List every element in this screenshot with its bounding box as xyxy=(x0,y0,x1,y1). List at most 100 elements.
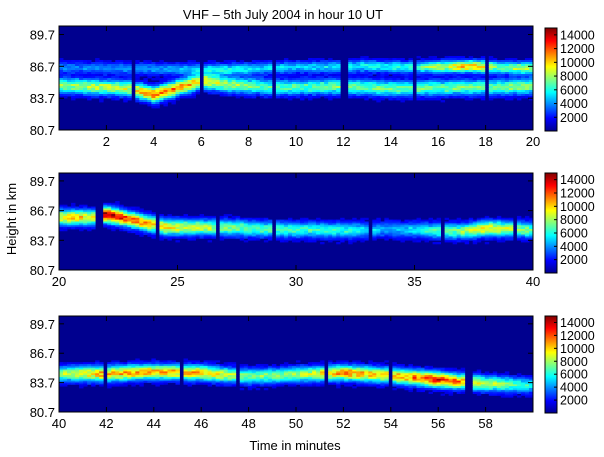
heatmap-cell xyxy=(263,365,269,369)
heatmap-cell xyxy=(436,219,442,222)
heatmap-cell xyxy=(440,82,446,85)
heatmap-cell xyxy=(416,371,421,374)
heatmap-cell xyxy=(243,74,249,77)
heatmap-cell xyxy=(83,221,88,224)
heatmap-cell xyxy=(167,376,172,380)
heatmap-cell xyxy=(183,367,188,370)
heatmap-cell xyxy=(372,68,377,71)
heatmap-cell xyxy=(71,362,76,365)
heatmap-cell xyxy=(400,228,405,232)
heatmap-cell xyxy=(71,68,76,71)
heatmap-cell xyxy=(115,212,120,215)
heatmap-cell xyxy=(95,96,100,99)
heatmap-cell xyxy=(207,375,213,378)
heatmap-cell xyxy=(364,72,369,75)
heatmap-cell xyxy=(75,219,80,222)
heatmap-cell xyxy=(420,232,425,235)
heatmap-cell xyxy=(227,86,233,89)
heatmap-cell xyxy=(300,92,305,95)
heatmap-cell xyxy=(95,376,100,380)
heatmap-cell xyxy=(99,371,104,374)
heatmap-cell xyxy=(91,378,96,382)
heatmap-cell xyxy=(464,221,470,224)
heatmap-cell xyxy=(175,378,180,382)
heatmap-cell xyxy=(143,212,148,215)
heatmap-cell xyxy=(147,376,152,380)
heatmap-cell xyxy=(219,82,225,85)
heatmap-cell xyxy=(296,373,301,376)
heatmap-cell xyxy=(324,92,329,95)
heatmap-cell xyxy=(456,228,462,232)
heatmap-cell xyxy=(356,58,361,61)
heatmap-cell xyxy=(324,228,329,232)
heatmap-cell xyxy=(384,371,389,374)
heatmap-cell xyxy=(291,376,297,380)
heatmap-cell xyxy=(400,371,405,374)
heatmap-cell xyxy=(428,219,433,222)
heatmap-cell xyxy=(516,70,522,73)
heatmap-cell xyxy=(324,66,329,69)
heatmap-cell xyxy=(123,74,128,77)
heatmap-cell xyxy=(59,376,64,380)
heatmap-cell xyxy=(424,82,429,85)
heatmap-cell xyxy=(259,68,265,71)
heatmap-cell xyxy=(344,384,349,387)
heatmap-cell xyxy=(376,223,381,226)
heatmap-cell xyxy=(247,371,253,374)
heatmap-cell xyxy=(175,84,180,87)
heatmap-cell xyxy=(115,365,120,369)
heatmap-cell xyxy=(155,106,160,109)
heatmap-cell xyxy=(432,228,437,232)
heatmap-cell xyxy=(83,376,88,380)
heatmap-cell xyxy=(424,94,429,97)
heatmap-cell xyxy=(384,88,389,91)
heatmap-cell xyxy=(488,66,494,69)
heatmap-cell xyxy=(296,60,301,63)
heatmap-cell xyxy=(348,96,353,99)
heatmap-cell xyxy=(320,380,325,383)
heatmap-cell xyxy=(163,215,168,219)
heatmap-cell xyxy=(456,391,462,394)
heatmap-cell xyxy=(360,365,365,369)
heatmap-cell xyxy=(368,82,373,85)
heatmap-cell xyxy=(239,373,245,376)
heatmap-cell xyxy=(528,80,534,83)
heatmap-cell xyxy=(251,80,257,83)
heatmap-cell xyxy=(372,70,377,73)
heatmap-cell xyxy=(171,92,176,95)
heatmap-cell xyxy=(135,219,140,222)
heatmap-cell xyxy=(300,375,305,378)
heatmap-cell xyxy=(304,70,309,73)
heatmap-cell xyxy=(452,219,458,222)
heatmap-cell xyxy=(119,212,124,215)
heatmap-cell xyxy=(380,70,385,73)
heatmap-cell xyxy=(396,86,401,89)
heatmap-cell xyxy=(251,238,257,241)
heatmap-cell xyxy=(356,223,361,226)
heatmap-cell xyxy=(155,90,160,93)
heatmap-cell xyxy=(219,367,225,370)
heatmap-cell xyxy=(255,82,261,85)
heatmap-cell xyxy=(444,92,450,95)
heatmap-cell xyxy=(460,388,466,391)
heatmap-cell xyxy=(432,223,437,226)
heatmap-cell xyxy=(63,382,68,385)
heatmap-cell xyxy=(75,76,80,79)
heatmap-cell xyxy=(516,217,522,221)
heatmap-cell xyxy=(448,225,454,228)
heatmap-cell xyxy=(107,68,112,71)
heatmap-cell xyxy=(476,386,482,389)
heatmap-cell xyxy=(239,221,245,224)
heatmap-cell xyxy=(267,236,273,239)
heatmap-cell xyxy=(291,70,297,73)
heatmap-cell xyxy=(187,380,192,383)
heatmap-cell xyxy=(167,217,172,221)
heatmap-cell xyxy=(348,223,353,226)
heatmap-cell xyxy=(227,94,233,97)
heatmap-cell xyxy=(392,373,397,376)
heatmap-cell xyxy=(308,88,313,91)
heatmap-cell xyxy=(75,376,80,380)
heatmap-cell xyxy=(416,240,421,243)
heatmap-cell xyxy=(79,376,84,380)
heatmap-cell xyxy=(424,68,429,71)
